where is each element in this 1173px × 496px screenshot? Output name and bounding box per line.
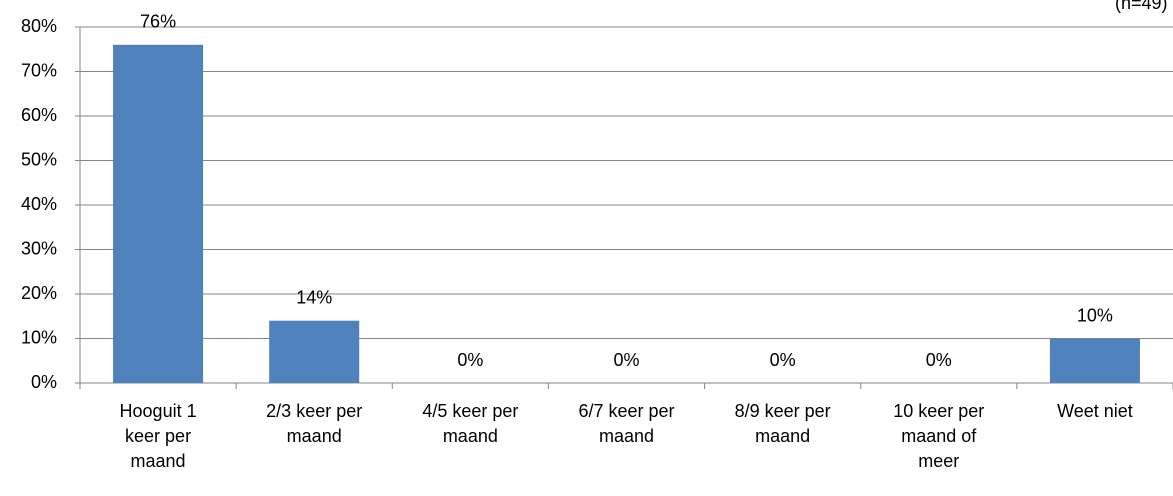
data-label: 0% <box>926 350 952 370</box>
y-tick-label: 40% <box>21 194 57 214</box>
data-label: 0% <box>770 350 796 370</box>
x-tick-label: 2/3 keer per maand <box>266 401 363 446</box>
y-tick-label: 10% <box>21 327 57 347</box>
x-tick-label: 10 keer per maand of meer <box>893 401 985 471</box>
x-tick-label: 6/7 keer per maand <box>578 401 675 446</box>
x-tick-label: 4/5 keer per maand <box>422 401 519 446</box>
x-tick-label: Weet niet <box>1057 401 1133 421</box>
x-tick-label: 8/9 keer per maand <box>734 401 831 446</box>
data-label: 0% <box>613 350 639 370</box>
x-tick-label: Hooguit 1 keer per maand <box>119 401 197 471</box>
bar <box>113 44 204 384</box>
y-tick-label: 50% <box>21 149 57 169</box>
bar <box>269 320 360 383</box>
y-tick-label: 30% <box>21 238 57 258</box>
y-tick-label: 20% <box>21 283 57 303</box>
data-label: 14% <box>296 287 332 307</box>
y-tick-label: 60% <box>21 105 57 125</box>
data-label: 10% <box>1077 305 1113 325</box>
y-tick-label: 0% <box>31 372 57 392</box>
y-tick-label: 80% <box>21 16 57 36</box>
y-tick-label: 70% <box>21 60 57 80</box>
annotation: (n=49) <box>1115 0 1168 13</box>
data-label: 0% <box>457 350 483 370</box>
bar <box>1049 338 1140 383</box>
data-label: 76% <box>140 12 176 32</box>
